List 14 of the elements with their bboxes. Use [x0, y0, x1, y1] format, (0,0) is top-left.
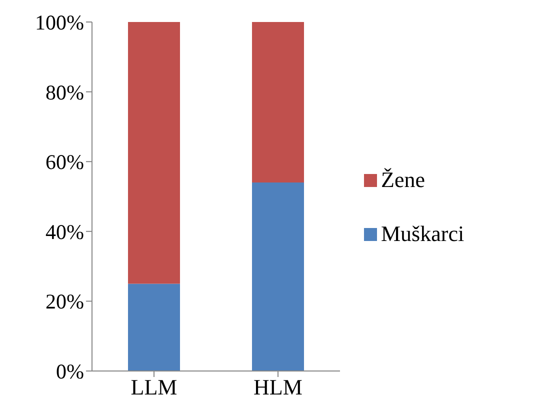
- y-tick-label: 80%: [46, 80, 84, 104]
- bar: [128, 284, 180, 371]
- y-tick-label: 0%: [56, 359, 84, 384]
- bar: [128, 22, 180, 284]
- legend-label: Muškarci: [381, 221, 464, 247]
- x-tick-label: LLM: [130, 374, 178, 400]
- bar: [252, 182, 304, 371]
- y-tick-label: 40%: [46, 220, 84, 244]
- y-tick-label: 100%: [35, 10, 84, 34]
- bar: [252, 22, 304, 183]
- y-tick-label: 20%: [46, 290, 84, 314]
- legend-label: Žene: [381, 167, 425, 193]
- y-tick-label: 60%: [46, 150, 84, 174]
- x-tick-label: HLM: [254, 374, 302, 400]
